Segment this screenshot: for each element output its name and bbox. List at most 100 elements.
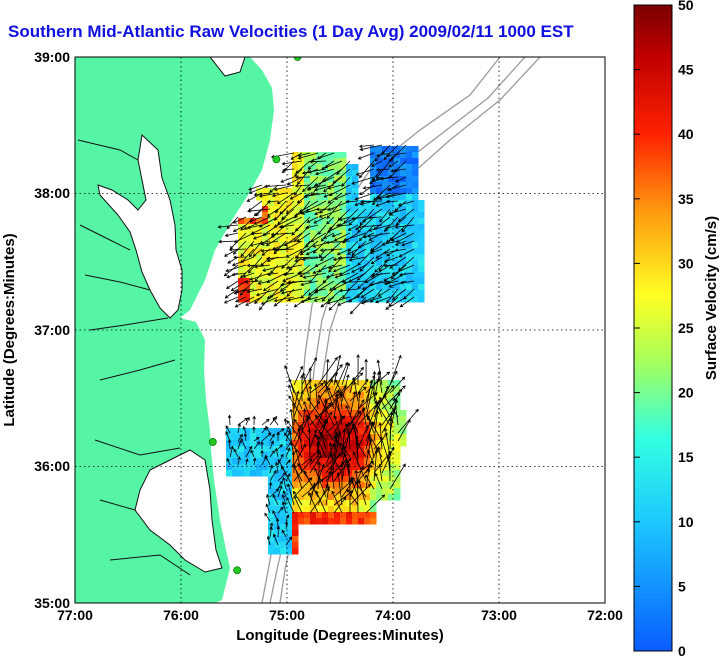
- velocity-arrow: [334, 379, 351, 410]
- velocity-cell: [376, 416, 383, 423]
- velocity-cell: [394, 152, 401, 159]
- velocity-cell: [370, 266, 377, 273]
- velocity-cell: [238, 230, 245, 237]
- velocity-arrow: [294, 216, 311, 232]
- velocity-cell: [370, 284, 377, 291]
- velocity-cell: [412, 164, 419, 171]
- velocity-arrow: [308, 492, 319, 514]
- velocity-arrow: [378, 422, 383, 450]
- velocity-arrow: [273, 296, 295, 303]
- velocity-cell: [388, 164, 395, 171]
- velocity-cell: [418, 272, 425, 279]
- velocity-cell: [394, 218, 401, 225]
- velocity-arrow: [300, 296, 319, 304]
- velocity-vectors: [217, 144, 419, 546]
- velocity-cell: [352, 272, 359, 279]
- velocity-cell: [412, 266, 419, 273]
- velocity-arrow: [366, 232, 391, 238]
- velocity-cell: [304, 464, 311, 471]
- x-tick-label: 73:00: [481, 607, 517, 623]
- velocity-cell: [328, 476, 335, 483]
- velocity-arrow: [282, 272, 295, 277]
- velocity-cell: [394, 272, 401, 279]
- velocity-cell: [358, 212, 365, 219]
- velocity-arrow: [242, 272, 255, 278]
- velocity-cell: [268, 470, 275, 477]
- velocity-cell: [292, 194, 299, 201]
- velocity-arrow: [360, 199, 383, 204]
- velocity-cell: [358, 482, 365, 489]
- velocity-cell: [238, 260, 245, 267]
- velocity-cell: [352, 212, 359, 219]
- velocity-cell: [328, 488, 335, 495]
- velocity-arrow: [284, 432, 303, 458]
- velocity-cell: [268, 506, 275, 513]
- velocity-arrow: [351, 176, 375, 185]
- velocity-cell: [388, 488, 395, 495]
- velocity-cell: [406, 266, 413, 273]
- velocity-arrow: [333, 435, 351, 466]
- velocity-cell: [388, 200, 395, 207]
- velocity-arrow: [226, 457, 231, 466]
- velocity-cell: [328, 284, 335, 291]
- velocity-arrow: [269, 470, 277, 482]
- velocity-arrow: [277, 506, 284, 514]
- velocity-arrow: [325, 470, 332, 490]
- velocity-arrow: [285, 240, 303, 250]
- velocity-cell: [364, 446, 371, 453]
- velocity-cell: [310, 404, 317, 411]
- velocity-cell: [382, 428, 389, 435]
- velocity-arrow: [388, 452, 392, 482]
- velocity-cell: [292, 530, 299, 537]
- velocity-cell: [376, 278, 383, 285]
- velocity-cell: [304, 494, 311, 501]
- velocity-cell: [304, 188, 311, 195]
- velocity-arrow: [273, 248, 295, 252]
- velocity-cell: [418, 248, 425, 255]
- velocity-cell: [352, 242, 359, 249]
- velocity-cell: [292, 416, 299, 423]
- velocity-cell: [364, 200, 371, 207]
- velocity-cell: [298, 494, 305, 501]
- velocity-cell: [286, 224, 293, 231]
- velocity-cell: [310, 416, 317, 423]
- velocity-cell: [238, 464, 245, 471]
- velocity-cell: [304, 176, 311, 183]
- velocity-arrow: [261, 432, 272, 442]
- velocity-arrow: [260, 296, 279, 305]
- velocity-cell: [262, 458, 269, 465]
- velocity-cell: [304, 452, 311, 459]
- velocity-cell: [376, 410, 383, 417]
- velocity-cell: [310, 422, 317, 429]
- velocity-arrow: [303, 470, 319, 498]
- velocity-arrow: [273, 216, 295, 228]
- velocity-cell: [388, 248, 395, 255]
- velocity-arrow: [360, 296, 383, 305]
- colorbar: 0 5 10 15 20 25 30 35 40 45 50 Surface Velocity (c…: [633, 0, 720, 659]
- velocity-cell: [250, 260, 257, 267]
- velocity-cell: [304, 410, 311, 417]
- velocity-cell: [382, 236, 389, 243]
- velocity-cell: [244, 260, 251, 267]
- velocity-cell: [244, 218, 251, 225]
- velocity-cell: [340, 152, 347, 159]
- velocity-arrow: [233, 255, 247, 260]
- velocity-cell: [304, 506, 311, 513]
- velocity-cell: [352, 458, 359, 465]
- velocity-arrow: [317, 224, 327, 235]
- velocity-cell: [394, 380, 401, 387]
- velocity-cell: [406, 230, 413, 237]
- velocity-arrow: [301, 357, 317, 386]
- velocity-cell: [382, 470, 389, 477]
- velocity-cell: [418, 236, 425, 243]
- velocity-arrow: [288, 384, 295, 402]
- velocity-cell: [370, 488, 377, 495]
- velocity-cell: [268, 446, 275, 453]
- velocity-cell: [376, 194, 383, 201]
- velocity-arrow: [313, 382, 319, 410]
- velocity-arrow: [295, 255, 319, 260]
- velocity-cell: [322, 416, 329, 423]
- velocity-cell: [400, 194, 407, 201]
- velocity-cell: [370, 470, 377, 477]
- velocity-cell: [298, 170, 305, 177]
